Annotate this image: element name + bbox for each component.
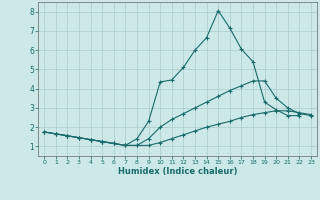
X-axis label: Humidex (Indice chaleur): Humidex (Indice chaleur) — [118, 167, 237, 176]
